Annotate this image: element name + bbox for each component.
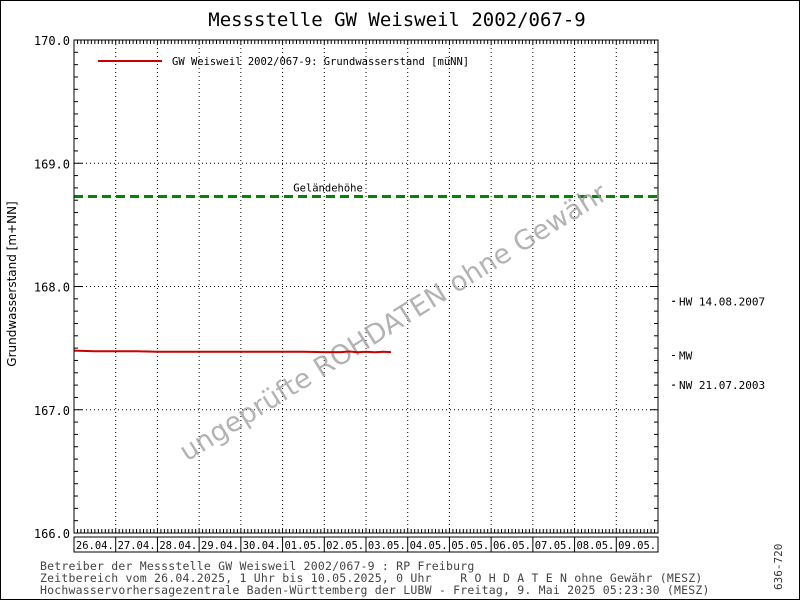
x-tick-label: 29.04.	[201, 540, 239, 552]
y-tick-label: 168.0	[34, 281, 70, 295]
y-tick-label: 167.0	[34, 404, 70, 418]
x-tick-label: 09.05.	[618, 540, 656, 552]
x-tick-label: 03.05.	[368, 540, 406, 552]
reference-line-label: Geländehöhe	[293, 183, 363, 195]
chart-title: Messstelle GW Weisweil 2002/067-9	[208, 9, 586, 31]
x-tick-label: 04.05.	[410, 540, 448, 552]
y-tick-label: 166.0	[34, 527, 70, 541]
image-code: 636-720	[772, 543, 785, 590]
x-tick-label: 05.05.	[451, 540, 489, 552]
plot-area: 166.0 167.0 168.0 169.0 170.0 26.04. 27.04. 28.…	[34, 34, 765, 553]
x-tick-label: 02.05.	[326, 540, 364, 552]
footer-time-range: Zeitbereich vom 26.04.2025, 1 Uhr bis 10…	[40, 571, 703, 585]
footer-operator: Betreiber der Messstelle GW Weisweil 200…	[40, 559, 475, 573]
y-tick-label: 170.0	[34, 34, 70, 48]
x-tick-label: 08.05.	[576, 540, 614, 552]
x-tick-label: 26.04.	[76, 540, 114, 552]
right-marker-label: MW	[679, 350, 693, 363]
watermark-text: ungeprüfte ROHDATEN ohne Gewähr	[174, 177, 613, 468]
plot-border	[73, 39, 659, 534]
x-tick-label: 30.04.	[243, 540, 281, 552]
x-tick-label: 27.04.	[118, 540, 156, 552]
footer-publisher: Hochwasservorhersagezentrale Baden-Württ…	[40, 583, 710, 597]
right-marker-label: NW 21.07.2003	[679, 379, 765, 392]
series-line-grundwasserstand	[73, 349, 392, 354]
right-marker-label: HW 14.08.2007	[679, 295, 765, 308]
x-tick-label: 01.05.	[284, 540, 322, 552]
x-tick-label: 06.05.	[493, 540, 531, 552]
y-axis-label: Grundwasserstand [m+NN]	[5, 201, 19, 366]
x-tick-label: 07.05.	[535, 540, 573, 552]
legend-label: GW Weisweil 2002/067-9: Grundwasserstand…	[172, 56, 469, 68]
y-tick-label: 169.0	[34, 157, 70, 171]
x-tick-label: 28.04.	[159, 540, 197, 552]
